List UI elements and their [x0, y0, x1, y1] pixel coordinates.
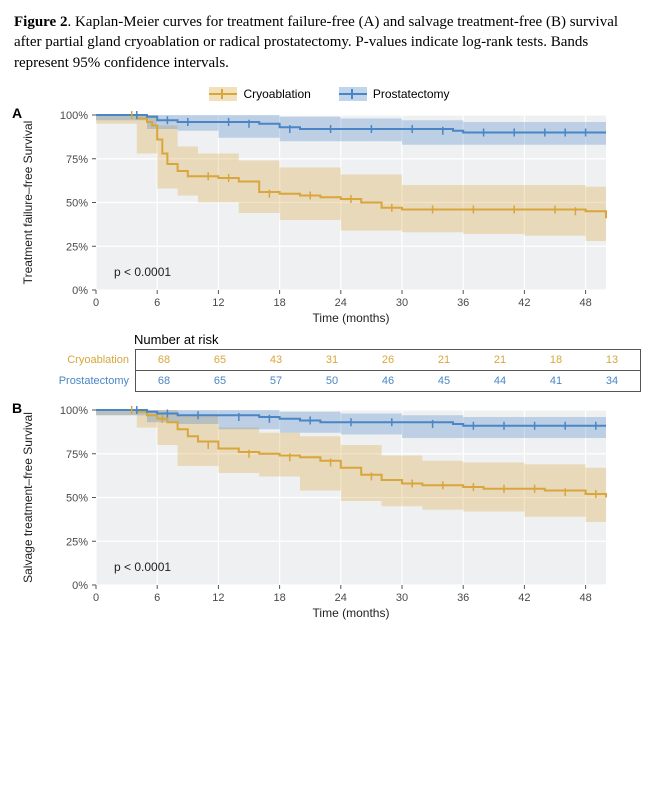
risk-cell: 65	[192, 350, 248, 370]
panel-b-chart: 0 6 12 18 24 30 36 42 48 0% 25% 50% 75% 100% Time (mon…	[14, 402, 624, 623]
panel-a-chart: 0 6 12 18 24 30 36 42 48 0% 25% 50% 75% 100% Time (mon…	[14, 107, 624, 328]
svg-text:0: 0	[93, 592, 99, 604]
legend-item-prost: Prostatectomy	[339, 87, 450, 101]
risk-cell: 50	[304, 371, 360, 391]
risk-cell: 41	[528, 371, 584, 391]
svg-text:42: 42	[518, 592, 530, 604]
risk-cell: 34	[584, 371, 640, 391]
risk-cell: 65	[192, 371, 248, 391]
risk-cell: 57	[248, 371, 304, 391]
svg-text:100%: 100%	[60, 110, 88, 122]
risk-cell: 31	[304, 350, 360, 370]
svg-text:75%: 75%	[66, 154, 88, 166]
risk-cell: 13	[584, 350, 640, 370]
svg-text:Time (months): Time (months)	[313, 606, 390, 620]
risk-cell: 21	[472, 350, 528, 370]
svg-text:12: 12	[212, 297, 224, 309]
svg-text:p < 0.0001: p < 0.0001	[114, 265, 171, 279]
svg-text:30: 30	[396, 592, 408, 604]
panel-a-wrap: A 0 6 12 18 24 30 36 42 48 0% 25% 50% 75% 100% Time (m…	[14, 107, 645, 328]
svg-text:48: 48	[579, 592, 591, 604]
svg-text:42: 42	[518, 297, 530, 309]
svg-text:25%: 25%	[66, 241, 88, 253]
svg-text:50%: 50%	[66, 197, 88, 209]
risk-row-cells: 686557504645444134	[135, 371, 641, 392]
svg-text:Time (months): Time (months)	[313, 311, 390, 325]
figure-label: Figure 2	[14, 14, 67, 30]
legend-swatch-cryo	[209, 87, 237, 101]
svg-text:18: 18	[273, 592, 285, 604]
panel-b-label: B	[12, 400, 22, 416]
panel-a-label: A	[12, 105, 22, 121]
risk-cell: 68	[136, 350, 192, 370]
svg-text:36: 36	[457, 297, 469, 309]
svg-text:0: 0	[93, 297, 99, 309]
risk-cell: 46	[360, 371, 416, 391]
legend-label: Cryoablation	[243, 87, 310, 101]
risk-row-label: Cryoablation	[54, 354, 135, 366]
svg-text:18: 18	[273, 297, 285, 309]
legend-item-cryo: Cryoablation	[209, 87, 310, 101]
svg-text:0%: 0%	[72, 285, 88, 297]
legend: Cryoablation Prostatectomy	[14, 87, 645, 101]
risk-row-cryo: Cryoablation686543312621211813	[54, 349, 645, 371]
svg-text:0%: 0%	[72, 580, 88, 592]
svg-text:6: 6	[154, 297, 160, 309]
figure-caption-text: . Kaplan-Meier curves for treatment fail…	[14, 14, 618, 71]
svg-text:48: 48	[579, 297, 591, 309]
risk-cell: 21	[416, 350, 472, 370]
risk-cell: 68	[136, 371, 192, 391]
panel-b-wrap: B 0 6 12 18 24 30 36 42 48 0% 25% 50% 75% 100% Time (m…	[14, 402, 645, 623]
svg-text:30: 30	[396, 297, 408, 309]
risk-cell: 45	[416, 371, 472, 391]
risk-table: Cryoablation686543312621211813Prostatect…	[54, 349, 645, 392]
svg-text:75%: 75%	[66, 449, 88, 461]
risk-cell: 43	[248, 350, 304, 370]
svg-text:100%: 100%	[60, 405, 88, 417]
risk-row-label: Prostatectomy	[54, 375, 135, 387]
svg-text:36: 36	[457, 592, 469, 604]
risk-row-cells: 686543312621211813	[135, 349, 641, 371]
legend-swatch-prost	[339, 87, 367, 101]
risk-cell: 44	[472, 371, 528, 391]
legend-label: Prostatectomy	[373, 87, 450, 101]
svg-text:24: 24	[335, 297, 347, 309]
risk-row-prost: Prostatectomy686557504645444134	[54, 371, 645, 392]
risk-cell: 26	[360, 350, 416, 370]
svg-text:Salvage treatment–free Surviva: Salvage treatment–free Survival	[21, 412, 35, 583]
figure-caption: Figure 2. Kaplan-Meier curves for treatm…	[14, 12, 645, 73]
risk-cell: 18	[528, 350, 584, 370]
svg-text:6: 6	[154, 592, 160, 604]
svg-text:50%: 50%	[66, 492, 88, 504]
svg-text:24: 24	[335, 592, 347, 604]
risk-table-title: Number at risk	[134, 332, 645, 347]
svg-text:25%: 25%	[66, 536, 88, 548]
svg-text:p < 0.0001: p < 0.0001	[114, 560, 171, 574]
svg-text:Treatment failure–free Surviva: Treatment failure–free Survival	[21, 120, 35, 284]
svg-text:12: 12	[212, 592, 224, 604]
